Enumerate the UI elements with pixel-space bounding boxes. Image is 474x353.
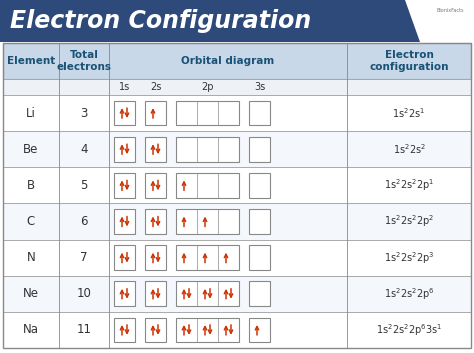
Bar <box>176 281 239 306</box>
Text: 10: 10 <box>77 287 91 300</box>
Bar <box>176 245 239 270</box>
Text: Orbital diagram: Orbital diagram <box>182 56 274 66</box>
Bar <box>145 173 166 198</box>
Bar <box>114 101 135 125</box>
Bar <box>114 209 135 234</box>
Bar <box>249 137 270 162</box>
Text: B: B <box>27 179 35 192</box>
Text: 2s: 2s <box>150 82 161 92</box>
Bar <box>114 281 135 306</box>
Text: 1s$^2$2s$^2$: 1s$^2$2s$^2$ <box>392 142 426 156</box>
Bar <box>145 137 166 162</box>
Text: 1s$^2$2s$^2$2p$^6$: 1s$^2$2s$^2$2p$^6$ <box>384 286 434 302</box>
Text: Electron Configuration: Electron Configuration <box>10 9 311 33</box>
Bar <box>3 167 471 203</box>
Text: N: N <box>27 251 36 264</box>
Text: 6: 6 <box>80 215 88 228</box>
Bar <box>3 43 471 348</box>
Bar <box>3 79 471 95</box>
Text: Total
electrons: Total electrons <box>56 50 111 72</box>
Bar <box>249 281 270 306</box>
Bar <box>176 101 239 125</box>
Polygon shape <box>0 0 420 42</box>
Text: 5: 5 <box>80 179 88 192</box>
Bar <box>145 101 166 125</box>
Text: 1s$^2$2s$^2$2p$^3$: 1s$^2$2s$^2$2p$^3$ <box>384 250 434 265</box>
Text: Ne: Ne <box>23 287 39 300</box>
Bar <box>176 318 239 342</box>
Bar <box>3 276 471 312</box>
Text: 4: 4 <box>80 143 88 156</box>
Bar <box>176 209 239 234</box>
Bar <box>145 318 166 342</box>
Text: Element: Element <box>7 56 55 66</box>
Text: 1s: 1s <box>119 82 130 92</box>
Bar <box>3 43 471 79</box>
Bar <box>249 173 270 198</box>
Bar <box>3 43 471 79</box>
Bar <box>249 318 270 342</box>
Bar <box>145 281 166 306</box>
Bar <box>3 131 471 167</box>
Text: C: C <box>27 215 35 228</box>
Bar <box>176 137 239 162</box>
Text: Li: Li <box>26 107 36 120</box>
Bar <box>114 245 135 270</box>
Text: 1s$^2$2s$^2$2p$^6$3s$^1$: 1s$^2$2s$^2$2p$^6$3s$^1$ <box>376 322 442 338</box>
Bar <box>249 209 270 234</box>
Text: BionixFacts: BionixFacts <box>436 8 464 13</box>
Bar <box>3 312 471 348</box>
Bar <box>3 203 471 240</box>
Text: 3s: 3s <box>254 82 265 92</box>
Bar <box>145 245 166 270</box>
Text: 7: 7 <box>80 251 88 264</box>
Text: Electron
configuration: Electron configuration <box>369 50 449 72</box>
Text: 11: 11 <box>76 323 91 336</box>
Text: 2p: 2p <box>201 82 214 92</box>
Bar <box>249 101 270 125</box>
Text: 1s$^2$2s$^1$: 1s$^2$2s$^1$ <box>392 106 426 120</box>
Bar <box>3 95 471 131</box>
Bar <box>176 173 239 198</box>
Bar <box>114 137 135 162</box>
Bar <box>3 79 471 95</box>
Text: 3: 3 <box>80 107 88 120</box>
Bar <box>114 173 135 198</box>
Text: Na: Na <box>23 323 39 336</box>
Bar <box>114 318 135 342</box>
Text: 1s$^2$2s$^2$2p$^1$: 1s$^2$2s$^2$2p$^1$ <box>384 178 434 193</box>
Bar <box>145 209 166 234</box>
Text: Be: Be <box>23 143 39 156</box>
Bar <box>3 240 471 276</box>
Text: 1s$^2$2s$^2$2p$^2$: 1s$^2$2s$^2$2p$^2$ <box>384 214 434 229</box>
Bar <box>249 245 270 270</box>
